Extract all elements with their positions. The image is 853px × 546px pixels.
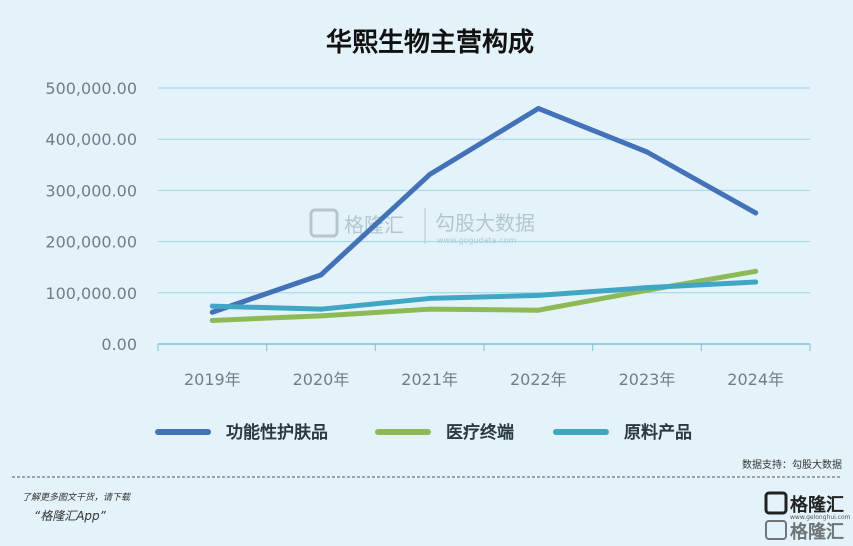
legend-label: 原料产品 <box>624 422 692 443</box>
data-point <box>318 306 324 312</box>
footer-line2: “格隆汇App” <box>34 509 107 523</box>
legend: 功能性护肤品 医疗终端 原料产品 <box>155 422 692 443</box>
series-line-1 <box>209 105 759 315</box>
y-tick-label: 100,000.00 <box>45 284 137 303</box>
data-point <box>535 292 541 298</box>
x-axis: 2019年 2020年 2021年 2022年 2023年 2024年 <box>157 344 811 389</box>
x-tick-label: 2019年 <box>184 370 241 389</box>
data-point <box>753 279 759 285</box>
data-point <box>535 105 541 111</box>
series-lines <box>209 105 759 323</box>
chart-title: 华熙生物主营构成 <box>326 27 534 58</box>
y-tick-label: 0.00 <box>101 335 137 354</box>
data-point <box>318 313 324 319</box>
data-point <box>427 172 433 178</box>
legend-label: 功能性护肤品 <box>226 422 328 443</box>
y-tick-label: 300,000.00 <box>45 181 137 200</box>
data-point <box>209 303 215 309</box>
brand-logo-name: 格隆汇 <box>790 494 844 516</box>
y-axis: 0.00 100,000.00 200,000.00 300,000.00 400,00… <box>45 79 137 354</box>
watermark: 格隆汇 勾股大数据 www.gogudata.com <box>309 208 535 245</box>
y-tick-label: 200,000.00 <box>45 233 137 252</box>
series-line-3 <box>209 279 759 312</box>
brand-logo: 格隆汇 www.gelonghui.com 格隆汇 <box>764 491 851 543</box>
x-tick-label: 2021年 <box>401 370 458 389</box>
data-point <box>535 307 541 313</box>
legend-label: 医疗终端 <box>446 422 514 443</box>
data-point <box>209 309 215 315</box>
footer-line1: 了解更多图文干货，请下载 <box>22 492 131 503</box>
brand-logo-url: www.gelonghui.com <box>790 514 851 521</box>
brand-logo-icon <box>764 491 788 515</box>
data-point <box>209 317 215 323</box>
data-point <box>427 306 433 312</box>
data-point <box>753 210 759 216</box>
watermark-logo-icon <box>309 208 339 238</box>
data-point <box>644 149 650 155</box>
data-point <box>318 272 324 278</box>
y-tick-label: 400,000.00 <box>45 130 137 149</box>
watermark-partner-url: www.gogudata.com <box>437 236 516 245</box>
source-text: 数据支持：勾股大数据 <box>742 458 842 471</box>
x-tick-label: 2024年 <box>727 370 784 389</box>
watermark-partner: 勾股大数据 <box>435 211 535 235</box>
data-point <box>427 295 433 301</box>
brand-logo-name-2: 格隆汇 <box>790 521 844 543</box>
y-tick-label: 500,000.00 <box>45 79 137 98</box>
x-tick-label: 2020年 <box>293 370 350 389</box>
x-tick-label: 2022年 <box>510 370 567 389</box>
x-tick-label: 2023年 <box>619 370 676 389</box>
data-point <box>644 285 650 291</box>
data-point <box>753 268 759 274</box>
